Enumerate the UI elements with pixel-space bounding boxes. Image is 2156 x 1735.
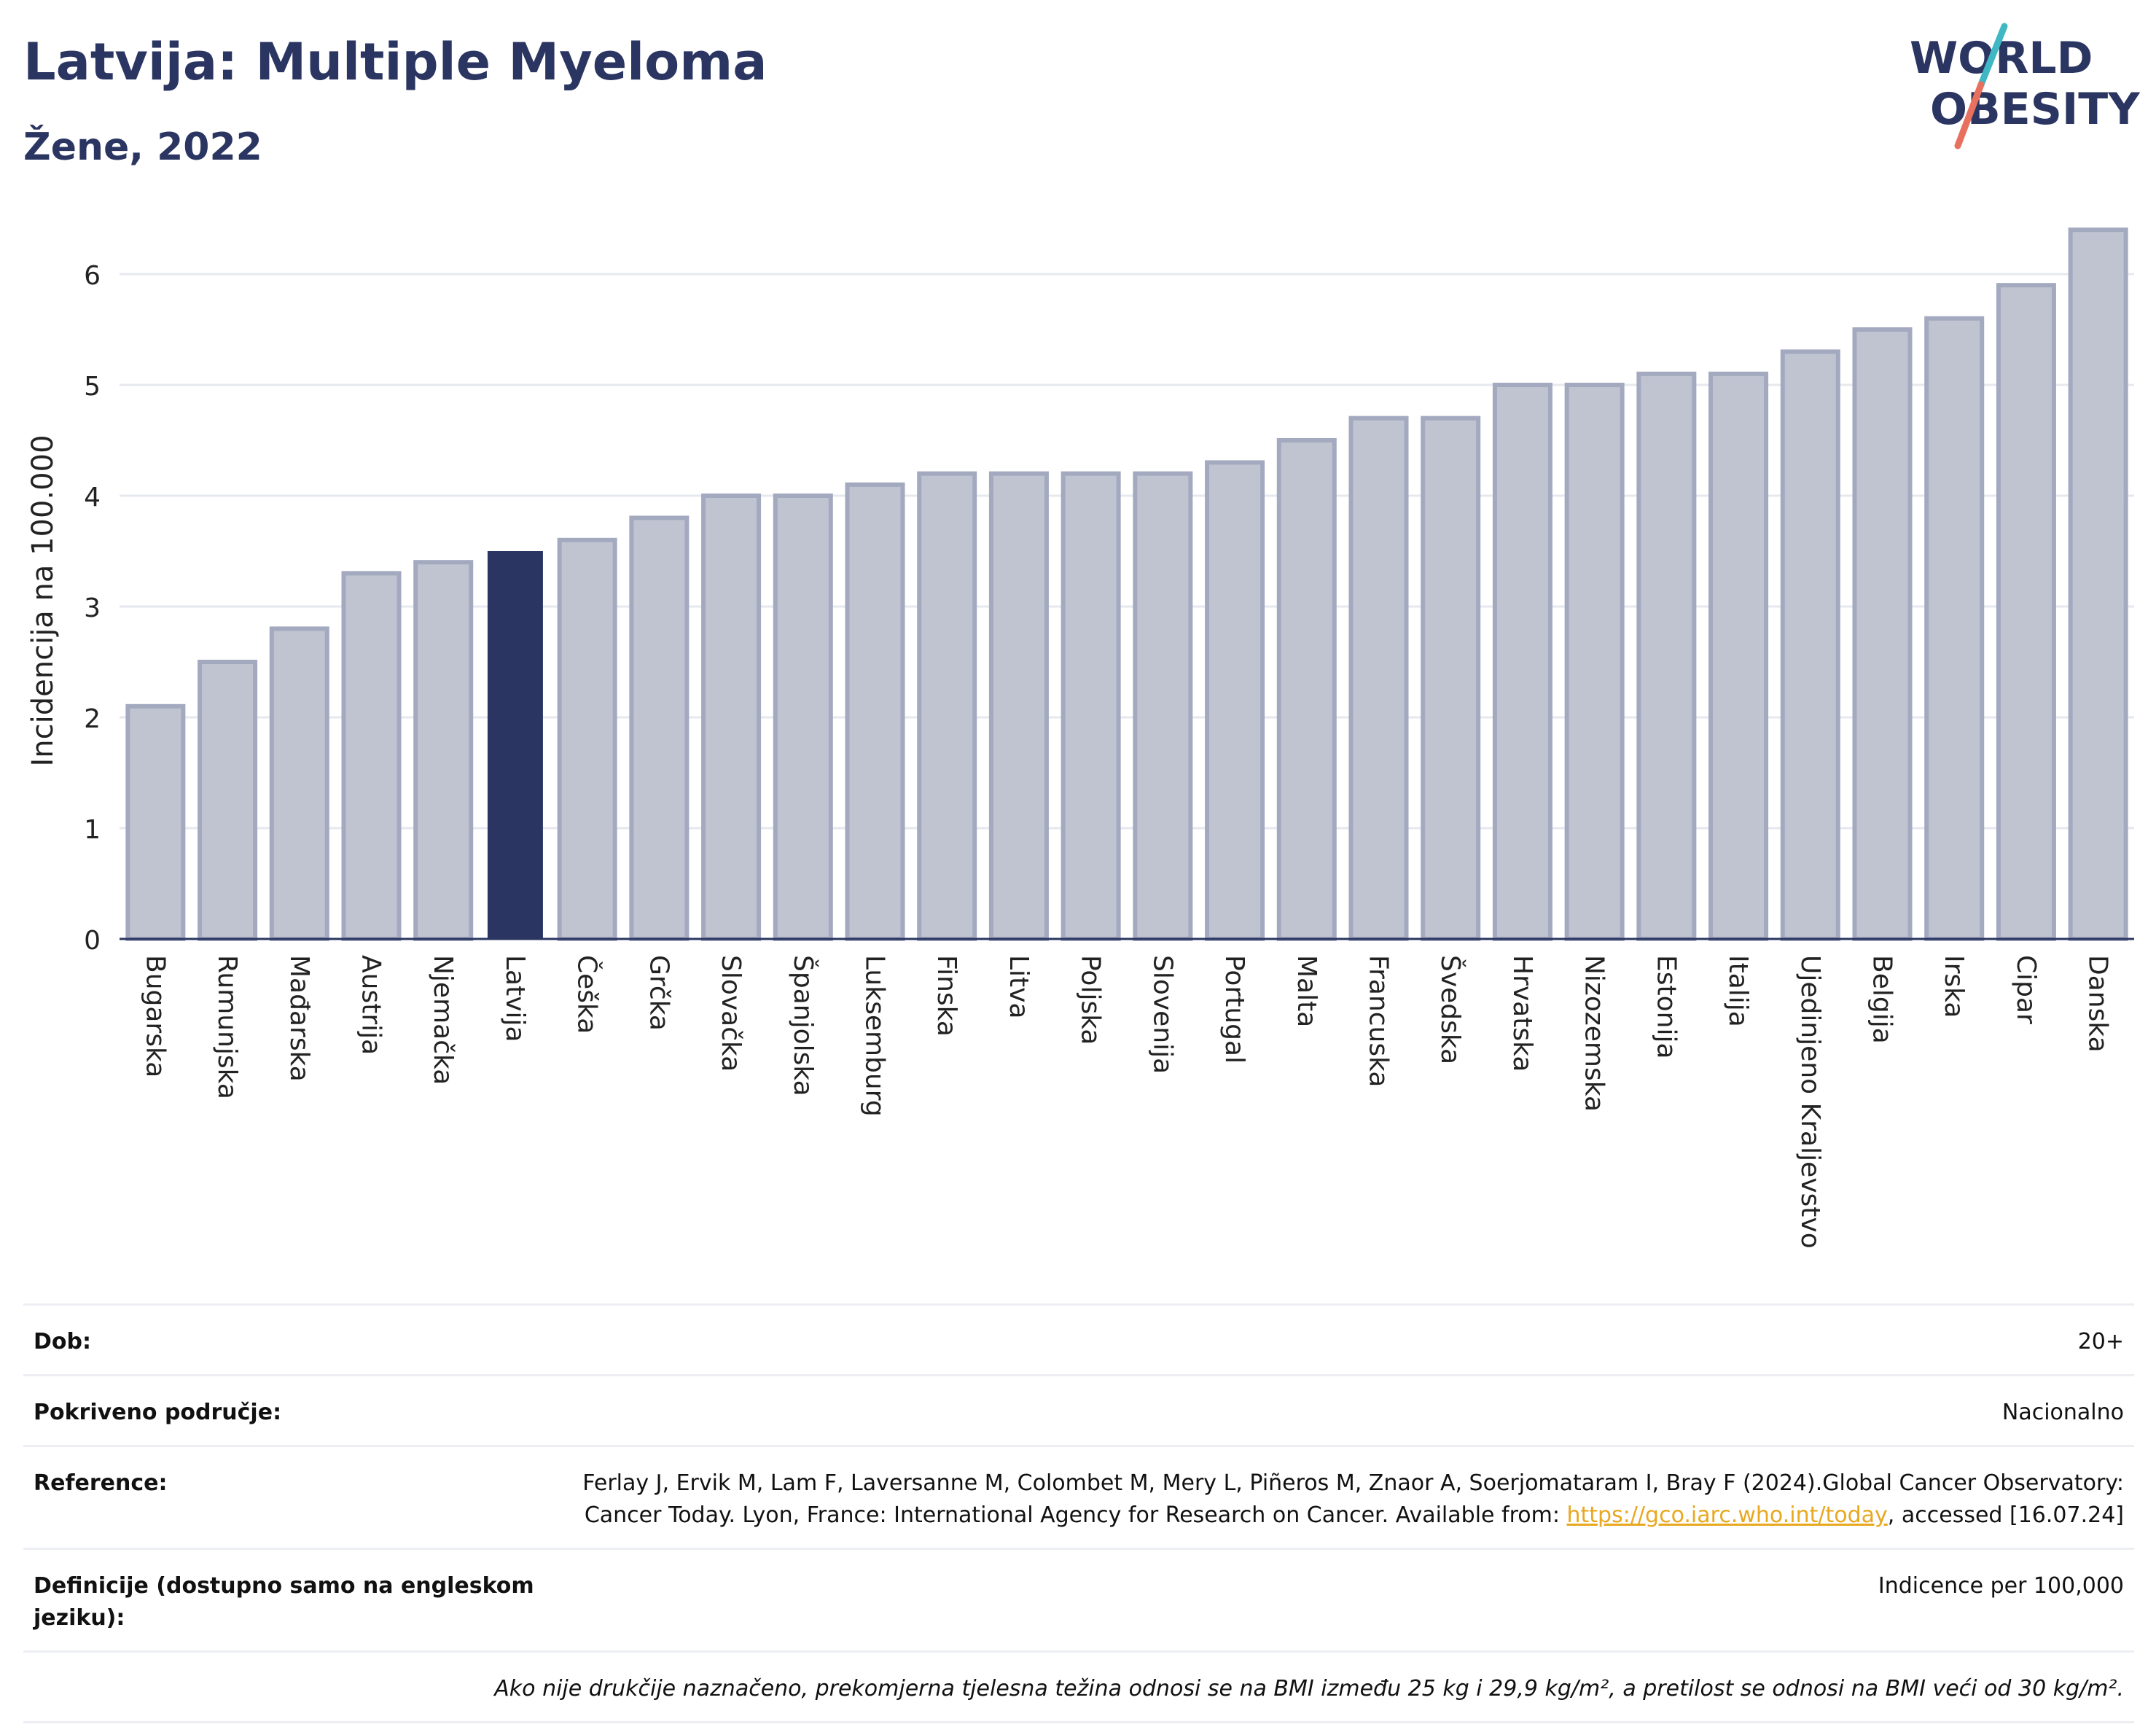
- x-tick-label: Estonija: [1651, 955, 1681, 1059]
- bar-francuska: [1348, 416, 1409, 941]
- bar-švedska: [1421, 416, 1481, 941]
- y-tick-label: 5: [84, 372, 101, 402]
- x-tick-label: Portugal: [1219, 955, 1249, 1064]
- x-tick-label: Slovačka: [716, 955, 746, 1072]
- x-tick-label: Malta: [1292, 955, 1321, 1027]
- x-tick-label: Njemačka: [428, 955, 458, 1085]
- x-tick-label: Luksemburg: [860, 955, 890, 1117]
- world-obesity-logo: WORLD OBESITY: [1910, 23, 2141, 149]
- x-tick-label: Ujedinjeno Kraljevstvo: [1795, 955, 1825, 1249]
- bar-rumunjska: [198, 660, 258, 941]
- x-tick-label: Belgija: [1867, 955, 1897, 1044]
- bar-belgija: [1852, 327, 1913, 941]
- bars: [125, 227, 2128, 942]
- y-tick-label: 2: [84, 704, 101, 734]
- x-tick-label: Češka: [572, 955, 603, 1034]
- bar-grčka: [629, 515, 690, 941]
- bar-irska: [1924, 316, 1985, 941]
- reference-tail: , accessed [16.07.24]: [1887, 1502, 2124, 1528]
- x-tick-label: Hrvatska: [1507, 955, 1537, 1072]
- bar-luksemburg: [845, 482, 905, 941]
- bar-estonija: [1636, 371, 1697, 941]
- info-row-age: Dob: 20+: [23, 1303, 2134, 1374]
- bar-finska: [917, 471, 977, 941]
- reference-label: Reference:: [34, 1470, 168, 1496]
- bar-austrija: [341, 571, 402, 942]
- y-axis-label: Incidencija na 100.000: [26, 434, 60, 766]
- x-tick-label: Nizozemska: [1579, 955, 1609, 1112]
- x-tick-label: Italija: [1723, 955, 1753, 1027]
- reference-value: Ferlay J, Ervik M, Lam F, Laversanne M, …: [558, 1467, 2124, 1532]
- bar-slovačka: [701, 494, 762, 941]
- x-tick-label: Finska: [931, 955, 961, 1037]
- bar-latvija: [487, 551, 543, 939]
- logo-slash-teal: [1977, 23, 2008, 88]
- info-row-coverage: Pokriveno područje: Nacionalno: [23, 1374, 2134, 1445]
- info-table: Dob: 20+ Pokriveno područje: Nacionalno …: [23, 1303, 2134, 1723]
- bar-mađarska: [269, 626, 329, 942]
- bar-slovenija: [1133, 471, 1193, 941]
- age-value: 20+: [2077, 1329, 2124, 1354]
- info-row-definition: Definicije (dostupno samo na engleskom j…: [23, 1548, 2134, 1650]
- reference-text: Ferlay J, Ervik M, Lam F, Laversanne M, …: [582, 1470, 2124, 1528]
- x-tick-label: Danska: [2083, 955, 2113, 1053]
- x-tick-label: Austrija: [356, 955, 386, 1055]
- bar-bugarska: [125, 703, 186, 941]
- bar-cipar: [1996, 283, 2056, 941]
- coverage-label: Pokriveno područje:: [34, 1400, 282, 1425]
- x-tick-label: Španjolska: [788, 955, 819, 1096]
- x-tick-label: Latvija: [500, 955, 530, 1042]
- age-label: Dob:: [34, 1329, 91, 1354]
- bar-španjolska: [773, 494, 833, 941]
- x-tick-label: Litva: [1004, 955, 1034, 1019]
- info-row-note: Ako nije drukčije naznačeno, prekomjerna…: [23, 1650, 2134, 1723]
- bar-danska: [2068, 227, 2128, 941]
- bar-ujedinjeno-kraljevstvo: [1780, 349, 1840, 941]
- x-tick-label: Bugarska: [140, 955, 170, 1077]
- y-tick-label: 4: [84, 483, 101, 512]
- definition-label: Definicije (dostupno samo na engleskom j…: [34, 1573, 534, 1631]
- y-tick-label: 3: [84, 593, 101, 623]
- x-tick-label: Slovenija: [1147, 955, 1177, 1074]
- bar-nizozemska: [1564, 383, 1625, 941]
- bar-chart: 0 1 2 3 4 5 6 Bugarska Rumunjska Mađarska Austrij…: [26, 227, 2134, 1249]
- definition-value: Indicence per 100,000: [1878, 1573, 2124, 1599]
- y-tick-labels: 0 1 2 3 4 5 6: [84, 261, 101, 956]
- x-tick-label: Cipar: [2011, 955, 2041, 1024]
- x-tick-label: Grčka: [644, 955, 673, 1031]
- chart-title: Latvija: Multiple Myeloma: [23, 32, 768, 92]
- logo-slash-coral: [1954, 81, 1985, 149]
- x-tick-label: Mađarska: [284, 955, 314, 1082]
- x-tick-label: Rumunjska: [212, 955, 242, 1099]
- bar-litva: [988, 471, 1049, 941]
- bar-italija: [1708, 371, 1769, 941]
- x-tick-label: Švedska: [1435, 955, 1466, 1064]
- bar-njemačka: [413, 560, 474, 941]
- y-tick-label: 0: [84, 926, 101, 956]
- bmi-note: Ako nije drukčije naznačeno, prekomjerna…: [494, 1676, 2124, 1701]
- bar-češka: [557, 537, 617, 941]
- coverage-value: Nacionalno: [2001, 1400, 2124, 1425]
- y-tick-label: 1: [84, 815, 101, 845]
- x-tick-label: Poljska: [1076, 955, 1106, 1045]
- info-row-reference: Reference: Ferlay J, Ervik M, Lam F, Lav…: [23, 1445, 2134, 1548]
- bar-hrvatska: [1492, 383, 1552, 941]
- y-tick-label: 6: [84, 261, 101, 291]
- bar-portugal: [1205, 460, 1265, 941]
- bar-poljska: [1061, 471, 1121, 941]
- x-tick-labels: Bugarska Rumunjska Mađarska Austrija Njemačk…: [140, 955, 2112, 1249]
- chart-subtitle: Žene, 2022: [23, 125, 262, 169]
- x-tick-label: Irska: [1939, 955, 1969, 1018]
- x-tick-label: Francuska: [1364, 955, 1394, 1087]
- bar-malta: [1276, 438, 1337, 941]
- reference-link[interactable]: https://gco.iarc.who.int/today: [1566, 1502, 1888, 1528]
